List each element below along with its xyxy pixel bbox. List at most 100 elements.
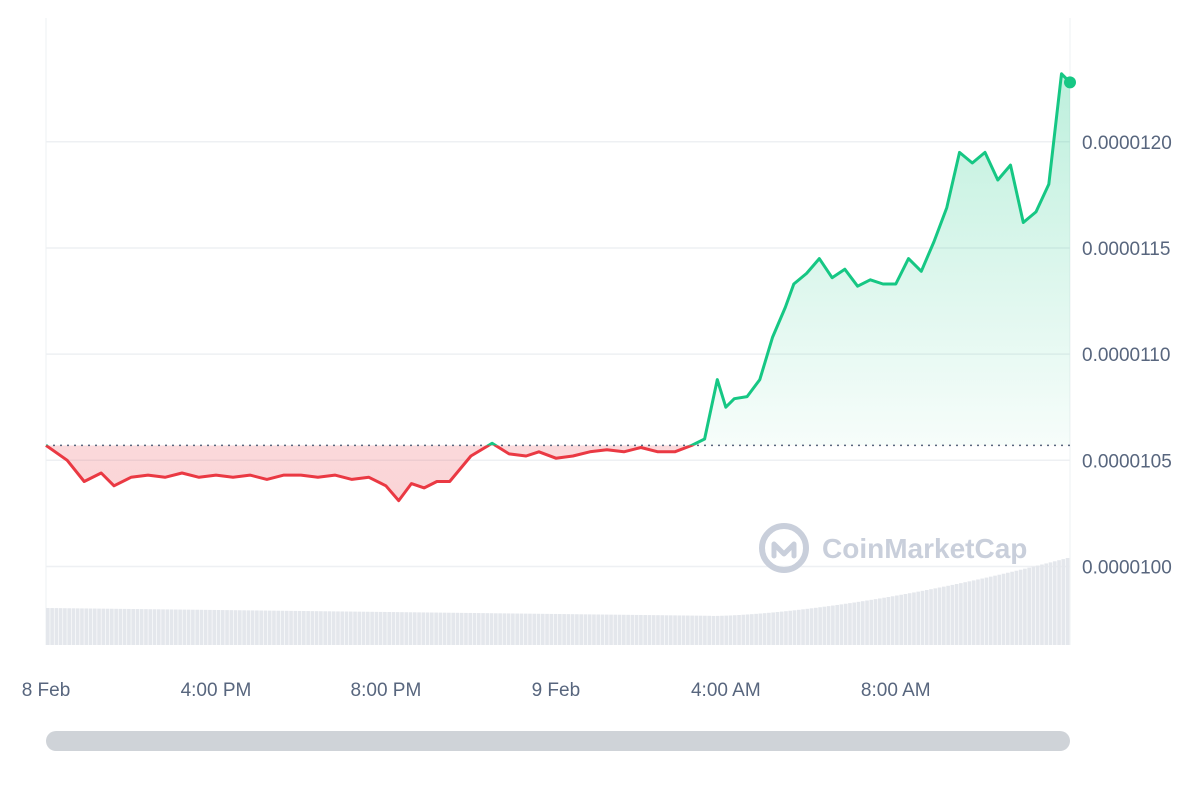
- volume-bar: [673, 615, 677, 645]
- volume-bar: [494, 613, 498, 645]
- volume-bar: [1044, 563, 1049, 645]
- volume-bar: [425, 612, 430, 645]
- volume-bar: [63, 608, 67, 645]
- volume-bar: [762, 613, 767, 645]
- volume-bar: [306, 611, 310, 645]
- volume-bar: [656, 615, 660, 645]
- volume-bar: [583, 614, 588, 645]
- volume-bars: [46, 558, 1070, 645]
- volume-bar: [442, 612, 447, 645]
- volume-bar: [622, 614, 626, 645]
- area-below-baseline: [46, 445, 692, 501]
- volume-bar: [131, 609, 135, 645]
- volume-bar: [993, 575, 997, 645]
- volume-bar: [903, 593, 908, 645]
- volume-bar: [950, 584, 955, 645]
- volume-bar: [361, 611, 366, 645]
- y-axis-labels: 0.0000100 0.0000105 0.0000110 0.0000115 0.00…: [1082, 133, 1172, 579]
- volume-bar: [600, 614, 605, 645]
- volume-bar: [767, 612, 771, 645]
- volume-bar: [259, 610, 263, 645]
- volume-bar: [532, 613, 537, 645]
- timeline-scrollbar[interactable]: [46, 731, 1070, 751]
- volume-bar: [711, 615, 716, 645]
- volume-bar: [374, 611, 379, 645]
- volume-bar: [912, 592, 916, 645]
- volume-bar: [690, 615, 694, 645]
- volume-bar: [728, 615, 733, 645]
- volume-bar: [378, 611, 383, 645]
- volume-bar: [97, 608, 101, 645]
- volume-bar: [297, 610, 302, 645]
- volume-bar: [438, 612, 443, 645]
- volume-bar: [71, 608, 76, 645]
- volume-bar: [839, 604, 844, 645]
- x-tick-label: 8 Feb: [22, 680, 71, 701]
- volume-bar: [430, 612, 434, 645]
- volume-bar: [703, 615, 707, 645]
- area-fills: [46, 73, 1070, 501]
- y-tick-label: 0.0000105: [1082, 451, 1172, 472]
- volume-bar: [174, 609, 178, 645]
- volume-bar: [809, 608, 814, 645]
- volume-bar: [58, 608, 63, 645]
- volume-bar: [651, 615, 656, 645]
- volume-bar: [408, 612, 413, 645]
- volume-bar: [920, 590, 925, 645]
- volume-bar: [216, 610, 221, 645]
- volume-bar: [929, 589, 933, 645]
- volume-bar: [694, 615, 699, 645]
- volume-bar: [1010, 571, 1014, 645]
- last-price-point[interactable]: [1064, 76, 1076, 89]
- price-line-down: [45, 445, 696, 503]
- volume-bar: [626, 614, 630, 645]
- volume-bar: [511, 613, 515, 645]
- volume-bar: [937, 587, 942, 645]
- volume-bar: [1065, 558, 1070, 645]
- volume-bar: [203, 609, 208, 645]
- volume-bar: [293, 610, 298, 645]
- volume-bar: [899, 594, 903, 645]
- volume-bar: [195, 609, 199, 645]
- volume-bar: [886, 596, 891, 645]
- volume-bar: [459, 612, 464, 645]
- volume-bar: [344, 611, 349, 645]
- volume-bar: [276, 610, 281, 645]
- volume-bar: [327, 611, 332, 645]
- volume-bar: [596, 614, 601, 645]
- volume-bar: [613, 614, 618, 645]
- volume-bar: [118, 608, 123, 645]
- volume-bar: [485, 613, 490, 645]
- volume-bar: [562, 614, 566, 645]
- x-tick-label: 8:00 PM: [351, 680, 422, 701]
- area-above-baseline: [46, 73, 1070, 446]
- volume-bar: [609, 614, 613, 645]
- volume-bar: [856, 601, 861, 645]
- volume-bar: [122, 608, 127, 645]
- volume-bar: [720, 615, 724, 645]
- volume-bar: [668, 615, 673, 645]
- volume-bar: [191, 609, 195, 645]
- volume-bar: [272, 610, 276, 645]
- volume-bar: [400, 612, 404, 645]
- volume-bar: [353, 611, 357, 645]
- volume-bar: [758, 613, 763, 645]
- volume-bar: [127, 608, 131, 645]
- volume-bar: [144, 609, 148, 645]
- volume-bar: [1014, 570, 1019, 645]
- volume-bar: [566, 614, 571, 645]
- volume-bar: [1006, 572, 1010, 645]
- volume-bar: [715, 615, 720, 645]
- watermark-text: CoinMarketCap: [822, 533, 1027, 564]
- volume-bar: [515, 613, 519, 645]
- volume-bar: [750, 614, 754, 645]
- volume-bar: [843, 603, 848, 645]
- volume-bar: [664, 615, 669, 645]
- volume-bar: [882, 597, 886, 645]
- volume-bar: [924, 590, 929, 645]
- volume-bar: [826, 606, 831, 645]
- volume-bar: [681, 615, 686, 645]
- volume-bar: [451, 612, 455, 645]
- volume-bar: [660, 615, 665, 645]
